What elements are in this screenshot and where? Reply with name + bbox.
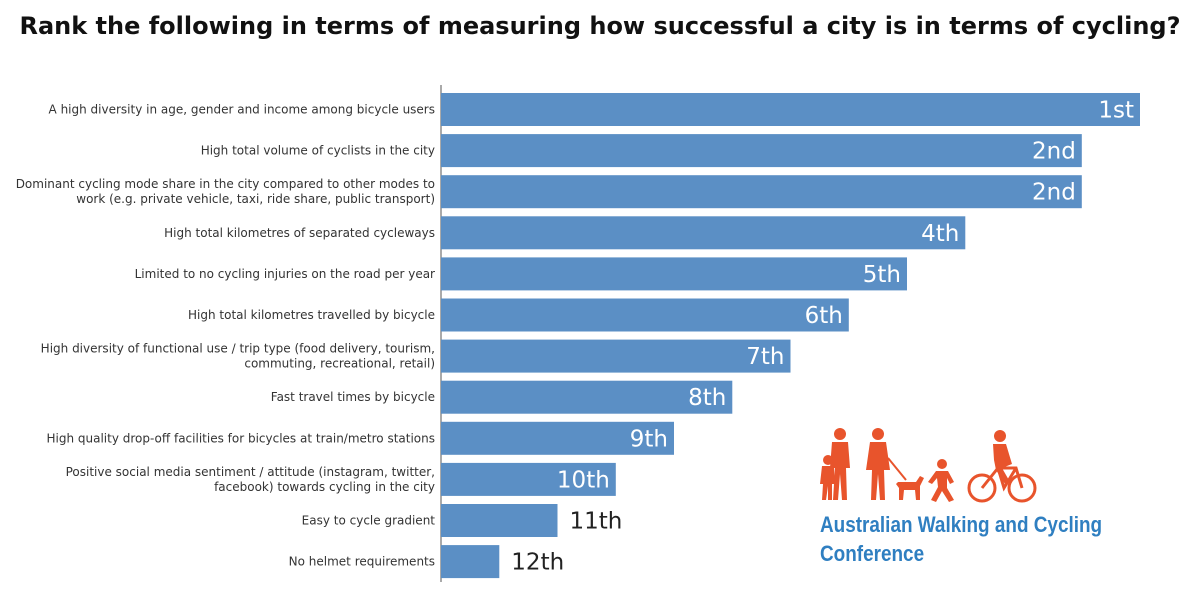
bar-9 bbox=[441, 421, 674, 455]
walking-cycling-figures-icon bbox=[820, 428, 1012, 502]
category-label-3: Dominant cycling mode share in the city … bbox=[16, 177, 435, 206]
rank-label-10: 10th bbox=[557, 467, 610, 493]
bar-7 bbox=[441, 339, 791, 373]
conference-logo-text: Australian Walking and Cycling Conferenc… bbox=[820, 510, 1102, 568]
bar-4 bbox=[441, 216, 966, 250]
category-label-6: High total kilometres travelled by bicyc… bbox=[188, 308, 435, 322]
bar-3 bbox=[441, 175, 1082, 209]
category-label-12: No helmet requirements bbox=[289, 555, 435, 569]
bar-10 bbox=[441, 462, 616, 496]
bar-8 bbox=[441, 380, 733, 414]
logo-line-1: Australian Walking and Cycling bbox=[820, 512, 1103, 537]
rank-label-12: 12th bbox=[511, 550, 564, 576]
bar-2 bbox=[441, 134, 1082, 168]
chart-title: Rank the following in terms of measuring… bbox=[19, 12, 1181, 40]
rank-label-5: 5th bbox=[863, 262, 901, 288]
category-label-11: Easy to cycle gradient bbox=[302, 514, 436, 528]
category-label-7: High diversity of functional use / trip … bbox=[41, 342, 435, 371]
category-label-1: A high diversity in age, gender and inco… bbox=[49, 103, 435, 117]
rank-label-2: 2nd bbox=[1032, 139, 1076, 165]
category-label-9: High quality drop-off facilities for bic… bbox=[47, 431, 436, 445]
bar-6 bbox=[441, 298, 849, 332]
category-label-5: Limited to no cycling injuries on the ro… bbox=[135, 267, 435, 281]
category-label-10: Positive social media sentiment / attitu… bbox=[66, 465, 435, 494]
rank-label-7: 7th bbox=[746, 344, 784, 370]
rank-label-11: 11th bbox=[570, 509, 623, 535]
bar-5 bbox=[441, 257, 907, 291]
rank-label-3: 2nd bbox=[1032, 180, 1076, 206]
rank-label-9: 9th bbox=[630, 426, 668, 452]
rank-label-6: 6th bbox=[805, 303, 843, 329]
bar-12 bbox=[441, 545, 500, 579]
rank-label-1: 1st bbox=[1098, 98, 1134, 124]
awcc-logo bbox=[820, 428, 1037, 503]
bicycle-icon bbox=[967, 466, 1037, 503]
category-label-8: Fast travel times by bicycle bbox=[271, 390, 435, 404]
category-label-4: High total kilometres of separated cycle… bbox=[164, 226, 435, 240]
rank-label-4: 4th bbox=[921, 221, 959, 247]
logo-line-2: Conference bbox=[820, 541, 925, 566]
category-label-2: High total volume of cyclists in the cit… bbox=[201, 144, 435, 158]
bar-11 bbox=[441, 504, 558, 537]
bar-1 bbox=[441, 93, 1140, 126]
rank-label-8: 8th bbox=[688, 385, 726, 411]
